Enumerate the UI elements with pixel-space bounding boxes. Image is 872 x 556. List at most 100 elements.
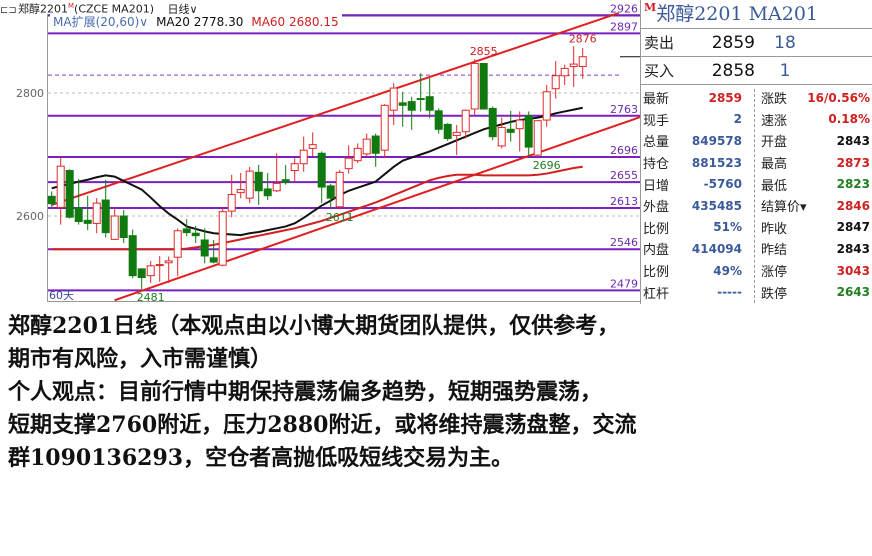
candle-body <box>317 152 326 188</box>
candle-body <box>416 98 425 101</box>
note-line: 郑醇2201日线（本观点由以小博大期货团队提供，仅供参考， <box>8 313 620 339</box>
trend-line <box>114 116 640 302</box>
chart-bg <box>0 0 640 304</box>
stat-label: 比例 <box>643 221 670 237</box>
bid-row[interactable]: 买入 2858 1 <box>641 57 872 85</box>
stat-value: 2847 <box>836 220 870 235</box>
candle-body <box>56 165 65 208</box>
candle-body <box>452 131 461 136</box>
quote-stats: 最新 2859 涨跌 16/0.56% 现手 2 速涨 0.18% 总量 849578 开盘 2843… <box>641 85 872 303</box>
candle-body <box>47 195 56 205</box>
candle-body <box>524 115 533 148</box>
candle-body <box>101 199 110 234</box>
stat-value: 2643 <box>836 285 870 300</box>
quote-row: 比例 51% 昨收 2847 <box>641 217 872 239</box>
symbol-name: 郑醇2201 <box>18 2 68 16</box>
indicator-selector[interactable]: MA扩展(20,60)∨ <box>53 15 149 29</box>
candle-body <box>542 91 551 121</box>
note-line: 期市有风险，入市需谨慎） <box>8 346 273 372</box>
candle-body <box>461 109 470 133</box>
quote-row: 持仓 881523 最高 2873 <box>641 152 872 174</box>
candle-body <box>407 101 416 111</box>
period-count-label: 60天 <box>49 289 74 302</box>
level-label: 2613 <box>610 195 638 208</box>
stat-label: 最新 <box>643 92 670 108</box>
stat-value: 49% <box>713 263 742 278</box>
candle-body <box>236 189 245 194</box>
price-annotation: 2481 <box>137 291 165 304</box>
stat-value: 881523 <box>691 155 742 170</box>
candle-body <box>191 232 200 237</box>
candle-body <box>497 126 506 147</box>
note-line: 群1090136293，空仓者高抛低吸短线交易为主。 <box>8 445 514 471</box>
quote-panel: M郑醇2201 MA201 卖出 2859 18 买入 2858 1 最新 2859 涨跌 1… <box>640 0 872 304</box>
stat-value: 2846 <box>836 198 870 213</box>
stat-label: 涨跌 <box>761 92 788 108</box>
quote-row: 杠杆 ----- 跌停 2643 <box>641 281 872 303</box>
candle-body <box>569 63 578 68</box>
stat-label: 结算价▾ <box>761 200 807 216</box>
candle-body <box>227 193 236 212</box>
candle-body <box>326 185 335 199</box>
candle-body <box>83 219 92 224</box>
candle-body <box>65 169 74 218</box>
candle-body <box>200 239 209 257</box>
candle-body <box>218 211 227 266</box>
quote-row: 最新 2859 涨跌 16/0.56% <box>641 87 872 109</box>
candle-body <box>434 110 443 130</box>
candle-body <box>425 96 434 111</box>
stat-label: 跌停 <box>761 286 788 302</box>
note-line: 短期支撑2760附近，压力2880附近，或将维持震荡盘整，交流 <box>8 412 637 438</box>
candle-body <box>290 163 299 171</box>
stat-value: 2873 <box>836 155 870 170</box>
period-label: 日线 <box>167 2 190 16</box>
price-annotation: 2876 <box>569 32 597 45</box>
stat-label: 持仓 <box>643 157 670 173</box>
candle-body <box>533 120 542 156</box>
candle-body <box>155 264 164 267</box>
candle-body <box>299 149 308 165</box>
candle-body <box>263 188 272 197</box>
stat-label: 日增 <box>643 178 670 194</box>
stat-value: 2823 <box>836 177 870 192</box>
candle-body <box>209 257 218 263</box>
candle-body <box>146 265 155 277</box>
main-contract-badge: M <box>68 2 75 10</box>
candle-body <box>506 128 515 133</box>
candle-body <box>353 147 362 162</box>
candle-body <box>578 56 587 68</box>
stat-label: 总量 <box>643 135 670 151</box>
level-label: 2897 <box>610 20 638 33</box>
main-contract-badge: M <box>644 1 657 14</box>
candle-body <box>380 104 389 151</box>
link-icon[interactable]: ⊏⊐ <box>0 4 17 16</box>
period-selector[interactable]: 日线∨ <box>168 3 198 16</box>
price-annotation: 2855 <box>470 45 498 58</box>
ask-row[interactable]: 卖出 2859 18 <box>641 29 872 57</box>
chart-header: ⊏⊐郑醇2201M(CZCE MA201) 日线∨ <box>0 0 640 16</box>
stat-label: 现手 <box>643 113 670 129</box>
stat-label: 涨停 <box>761 265 788 281</box>
stat-label: 速涨 <box>761 113 788 129</box>
stat-value: 16/0.56% <box>807 90 870 105</box>
ma60-line <box>51 165 583 251</box>
stat-value: 0.18% <box>828 112 870 127</box>
quote-row: 日增 -5760 最低 2823 <box>641 173 872 195</box>
chevron-down-icon: ∨ <box>189 2 198 16</box>
ask-price: 2859 <box>711 32 755 53</box>
kline-chart[interactable]: 2800 2600 2926 2897 2763 2696 2655 2613 2546 2479… <box>0 0 640 304</box>
bid-qty: 1 <box>779 60 791 81</box>
trend-line <box>51 12 620 206</box>
stat-value: 2859 <box>708 90 742 105</box>
candle-body <box>488 107 497 138</box>
quote-row: 内盘 414094 昨结 2843 <box>641 238 872 260</box>
candle-body <box>119 215 128 239</box>
candle-body <box>560 67 569 77</box>
candle-body <box>74 207 83 223</box>
candle-body <box>479 62 488 110</box>
stat-label: 比例 <box>643 265 670 281</box>
stat-value: 414094 <box>691 241 742 256</box>
stat-label: 开盘 <box>761 135 788 151</box>
quote-row: 外盘 435485 结算价▾ 2846 <box>641 195 872 217</box>
stat-value: 2 <box>733 112 742 127</box>
